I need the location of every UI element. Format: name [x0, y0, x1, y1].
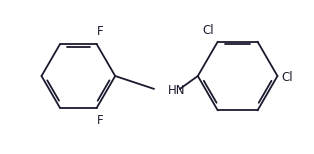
- Text: F: F: [96, 114, 103, 127]
- Text: Cl: Cl: [281, 71, 293, 85]
- Text: Cl: Cl: [202, 24, 214, 37]
- Text: F: F: [96, 25, 103, 38]
- Text: HN: HN: [168, 84, 186, 97]
